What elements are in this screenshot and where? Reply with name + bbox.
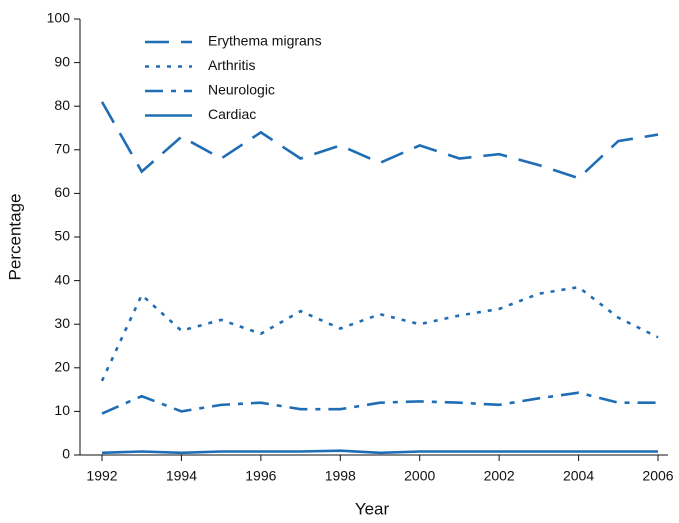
x-axis-title: Year — [355, 499, 390, 518]
legend-label: Erythema migrans — [208, 33, 322, 49]
data-line — [100, 285, 659, 382]
y-tick-label: 90 — [54, 53, 70, 69]
x-tick-label: 2002 — [484, 468, 515, 484]
data-line — [100, 101, 659, 180]
y-tick-label: 50 — [54, 228, 70, 244]
y-tick-label: 80 — [54, 97, 70, 113]
y-tick-label: 60 — [54, 184, 70, 200]
x-tick-label: 1996 — [245, 468, 276, 484]
legend-label: Neurologic — [208, 82, 275, 98]
y-axis-title: Percentage — [5, 194, 24, 281]
data-line — [101, 391, 658, 415]
y-tick-label: 30 — [54, 315, 70, 331]
x-tick-label: 1994 — [166, 468, 197, 484]
data-line — [101, 449, 658, 455]
x-tick-label: 2000 — [404, 468, 435, 484]
x-tick-label: 2006 — [642, 468, 673, 484]
x-tick-label: 1992 — [86, 468, 117, 484]
legend-label: Cardiac — [208, 106, 256, 122]
legend-label: Arthritis — [208, 57, 255, 73]
x-tick-label: 1998 — [325, 468, 356, 484]
x-tick-label: 2004 — [563, 468, 594, 484]
y-tick-label: 0 — [62, 446, 70, 462]
y-tick-label: 20 — [54, 359, 70, 375]
y-tick-label: 10 — [54, 402, 70, 418]
y-tick-label: 70 — [54, 141, 70, 157]
y-tick-label: 100 — [47, 10, 71, 26]
y-tick-label: 40 — [54, 271, 70, 287]
